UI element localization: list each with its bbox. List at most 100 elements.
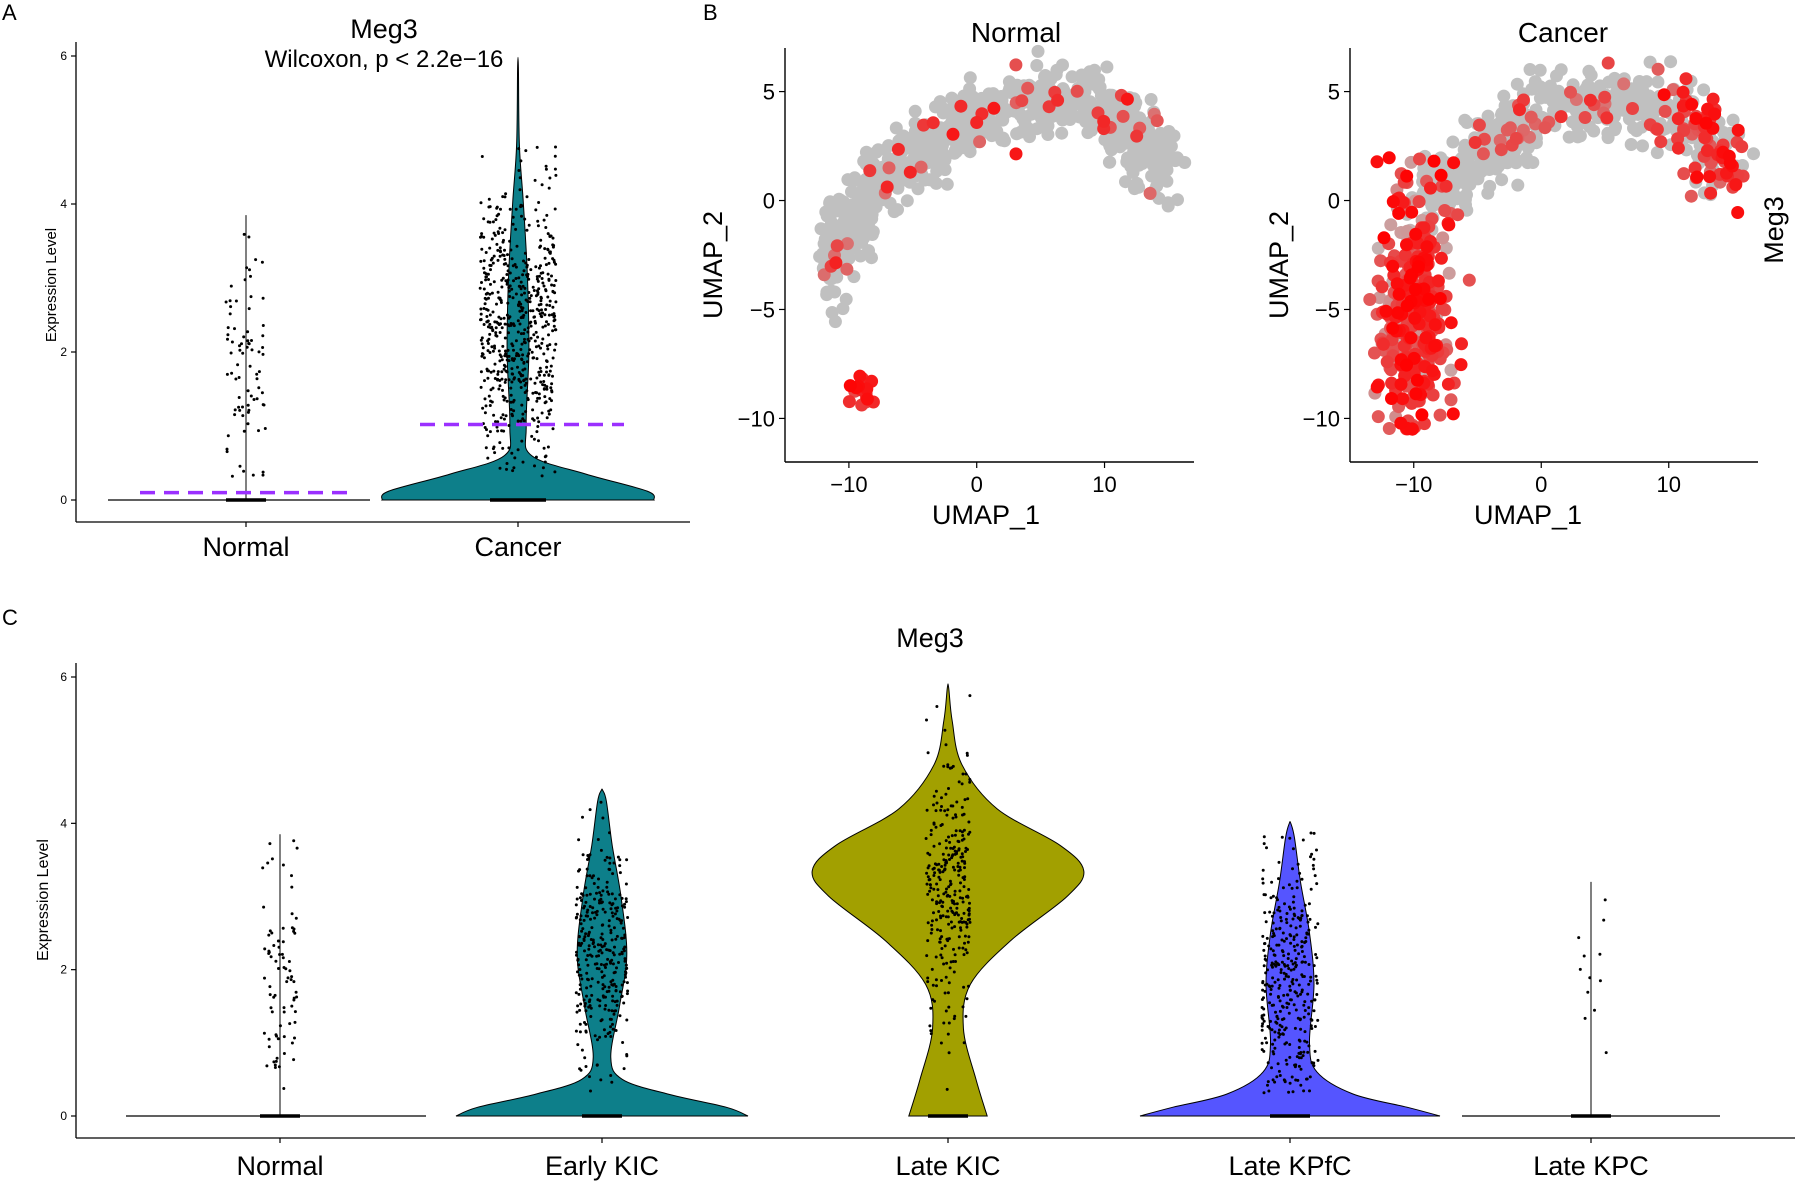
point-late-kpfc [1281,1005,1285,1009]
umap-point [1700,144,1714,158]
point-cancer [525,265,529,269]
point-late-kic [957,847,961,851]
point-cancer [507,359,511,363]
point-late-kpfc [1276,962,1279,965]
umap-point [1425,199,1439,213]
point-late-kic [960,805,964,809]
point-late-kpfc [1297,1038,1301,1042]
umap-point [1528,75,1542,89]
point-cancer [500,278,504,282]
point-cancer [494,331,498,335]
point-cancer [539,299,543,303]
point-early-kic [578,868,582,872]
umap-point [1494,143,1508,157]
point-early-kic [581,815,584,819]
umap-point [1650,146,1664,160]
point-normal [261,403,265,407]
point-cancer [538,245,542,249]
point-late-kpfc [1280,835,1284,839]
umap-point [905,141,918,155]
point-cancer [519,159,523,163]
point-cancer [553,328,557,332]
point-late-kpfc [1261,881,1265,885]
point-late-kic [964,1014,968,1018]
umap-point [1626,102,1639,115]
point-cancer [547,409,551,413]
point-cancer [548,299,552,303]
point-late-kpfc [1312,1061,1316,1065]
umap-point [1391,306,1405,320]
point-early-kic [619,921,623,925]
point-early-kic [608,831,611,835]
point-early-kic [595,909,599,913]
point-cancer [484,404,488,408]
point-cancer [540,308,543,312]
point-late-kpfc [1296,862,1300,866]
point-early-kic [585,867,589,871]
point-cancer [519,280,523,284]
point-normal [274,1033,278,1037]
umap-point [1051,93,1065,107]
point-normal [281,956,285,960]
point-cancer [546,232,550,236]
umap-point [973,135,987,149]
point-early-kic [607,948,611,952]
point-early-kic [625,992,629,996]
point-cancer [537,370,541,374]
point-late-kic [940,979,943,982]
point-cancer [540,341,544,345]
point-late-kpfc [1272,1052,1276,1056]
point-late-kpfc [1274,927,1278,931]
point-late-kpc [1598,952,1602,956]
point-cancer [537,392,541,396]
point-cancer [540,311,544,315]
panel-b-normal-title: Normal [971,17,1061,48]
point-late-kpfc [1264,958,1268,962]
panel-b-normal: Normal UMAP_1 UMAP_2 −10−505−10 0 10 [698,17,1194,530]
umap-point [1097,114,1111,128]
umap-point [1476,147,1490,161]
point-late-kic [953,868,957,872]
point-early-kic [574,903,578,907]
point-cancer [486,308,490,312]
point-early-kic [605,855,609,859]
umap-point [1630,124,1643,138]
point-late-kpfc [1297,952,1301,956]
umap-point [1637,94,1651,108]
point-early-kic [582,937,586,941]
point-normal [268,842,272,846]
point-cancer [492,369,496,373]
point-normal [229,305,233,309]
point-cancer [479,370,483,374]
point-early-kic [618,952,622,956]
point-cancer [536,219,540,223]
point-late-kpfc [1265,1041,1269,1045]
umap-point [1495,173,1509,187]
point-early-kic [596,1038,599,1042]
point-normal [247,235,251,239]
point-early-kic [590,993,594,997]
point-cancer [499,207,502,211]
point-cancer [517,284,521,288]
point-early-kic [593,1034,597,1038]
point-late-kic [925,718,928,722]
point-late-kpfc [1315,848,1318,852]
point-cancer [489,268,492,272]
point-cancer [546,322,550,326]
point-normal [241,351,245,355]
point-early-kic [605,962,608,966]
point-normal [282,1052,286,1055]
point-early-kic [609,1074,613,1077]
point-late-kic [945,813,949,817]
umap-point [954,99,968,113]
point-late-kic [961,900,965,904]
point-cancer [552,315,556,319]
umap-point [1424,181,1437,195]
point-normal [287,960,291,963]
point-late-kpfc [1278,927,1282,931]
point-cancer [540,411,544,415]
point-cancer [482,266,486,270]
point-cancer [489,264,493,267]
point-cancer [484,272,488,276]
